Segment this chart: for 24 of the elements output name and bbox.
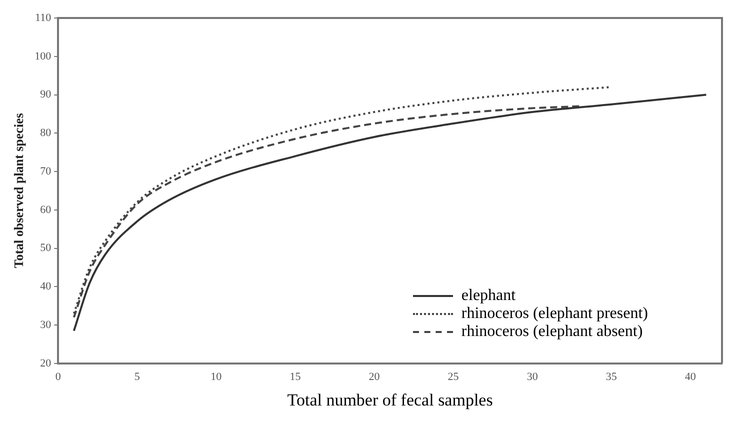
y-tick-label: 70 (40, 165, 52, 178)
y-tick-label: 110 (35, 12, 52, 24)
x-tick-label: 40 (684, 370, 696, 383)
y-tick-label: 100 (34, 50, 52, 62)
y-tick-label: 80 (40, 127, 52, 140)
y-tick-label: 50 (40, 242, 52, 254)
x-tick-label: 15 (290, 370, 302, 383)
y-axis-title: Total observed plant species (11, 113, 26, 268)
y-tick-label: 90 (40, 88, 52, 101)
x-tick-label: 5 (134, 370, 140, 383)
legend-label: rhinoceros (elephant absent) (461, 323, 643, 342)
y-tick-label: 30 (40, 318, 52, 331)
legend-label: rhinoceros (elephant present) (461, 305, 648, 324)
x-tick-label: 0 (55, 370, 62, 383)
y-tick-label: 60 (40, 204, 52, 216)
x-tick-label: 25 (448, 370, 460, 383)
x-tick-label: 10 (210, 370, 222, 383)
y-tick-label: 20 (40, 357, 52, 370)
legend-label: elephant (461, 287, 516, 306)
x-tick-label: 20 (368, 370, 380, 383)
y-tick-label: 40 (40, 280, 52, 293)
x-tick-label: 35 (606, 370, 618, 383)
x-axis-title: Total number of fecal samples (287, 390, 493, 410)
x-tick-label: 30 (526, 370, 538, 383)
